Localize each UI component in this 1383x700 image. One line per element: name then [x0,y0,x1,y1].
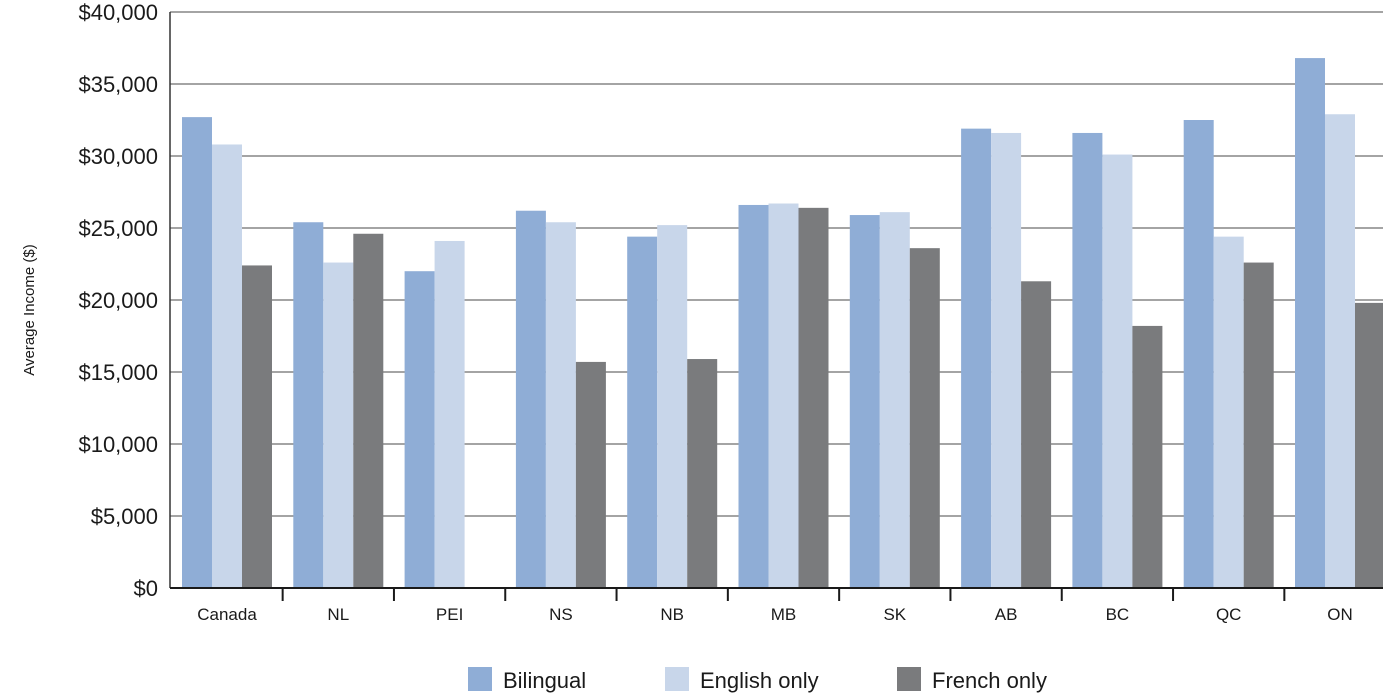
bar [1132,325,1163,588]
x-tick-label: NS [549,605,573,624]
y-tick-label: $20,000 [78,288,158,313]
bar [768,203,799,588]
legend-swatch [665,667,689,691]
bar [738,204,769,588]
legend-label: French only [932,668,1047,693]
bar [212,144,242,589]
bar [991,132,1022,588]
y-tick-label: $40,000 [78,0,158,25]
bar [687,359,718,588]
x-tick-label: BC [1106,605,1130,624]
bar [1102,154,1133,588]
bar [1295,58,1325,588]
legend-label: English only [700,668,819,693]
bar [515,210,546,588]
bar [404,271,435,588]
bar [961,128,992,588]
bars [182,58,1383,589]
bar [909,248,940,588]
x-tick-label: Canada [197,605,257,624]
bar [1325,114,1355,589]
y-tick-label: $5,000 [91,504,158,529]
bar [575,361,606,588]
bar [1021,281,1052,588]
axes: $0 $5,000 $10,000 $15,000 $20,000 $25,000 $30,… [78,0,1383,624]
bar [1072,132,1103,588]
y-tick-label: $25,000 [78,216,158,241]
bar [798,207,829,588]
x-tick-label: ON [1327,605,1353,624]
y-tick-label: $35,000 [78,72,158,97]
x-tick-label: NB [660,605,684,624]
bar [242,265,272,588]
bar [1355,302,1383,588]
y-axis-label: Average Income ($) [21,244,38,375]
bar [849,215,880,589]
y-tick-label: $15,000 [78,360,158,385]
x-tick-label: AB [995,605,1018,624]
bar [434,240,465,588]
y-tick-label: $0 [134,576,158,601]
bar [1183,120,1214,588]
x-tick-label: QC [1216,605,1242,624]
bar [627,236,658,588]
bar [323,262,354,588]
x-tick-label: NL [327,605,349,624]
bar [1243,262,1274,588]
x-tick-label: MB [771,605,797,624]
y-tick-label: $30,000 [78,144,158,169]
bar [657,225,688,588]
legend-swatch [897,667,921,691]
legend: Bilingual English only French only [468,667,1047,693]
y-tick-label: $10,000 [78,432,158,457]
bar [293,222,324,589]
bar [1213,236,1244,588]
bar [879,212,910,588]
legend-label: Bilingual [503,668,586,693]
bar [545,222,576,589]
x-tick-label: PEI [436,605,463,624]
bar [353,233,384,588]
x-tick-label: SK [883,605,906,624]
legend-swatch [468,667,492,691]
bar [182,117,212,589]
